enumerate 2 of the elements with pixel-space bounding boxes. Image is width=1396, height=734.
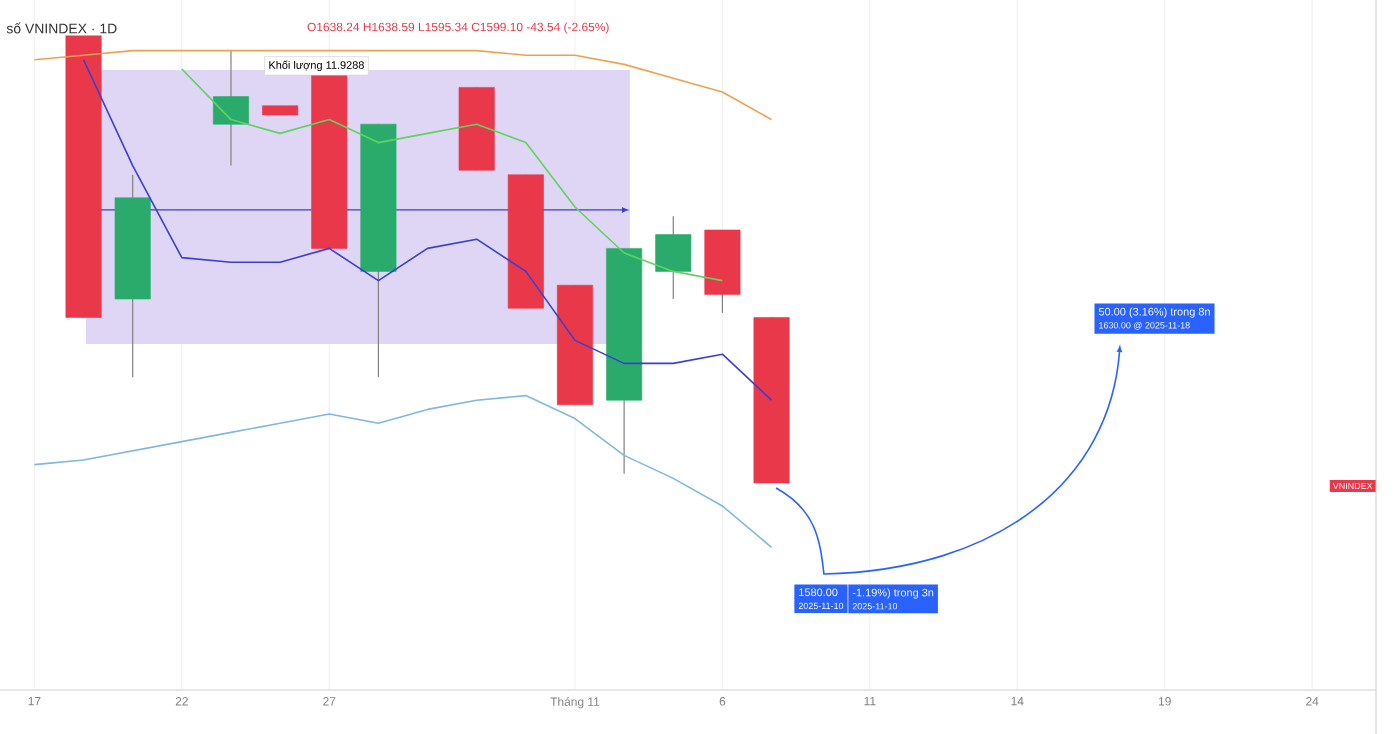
candlestick: [655, 215, 692, 300]
candlestick: [212, 49, 249, 167]
